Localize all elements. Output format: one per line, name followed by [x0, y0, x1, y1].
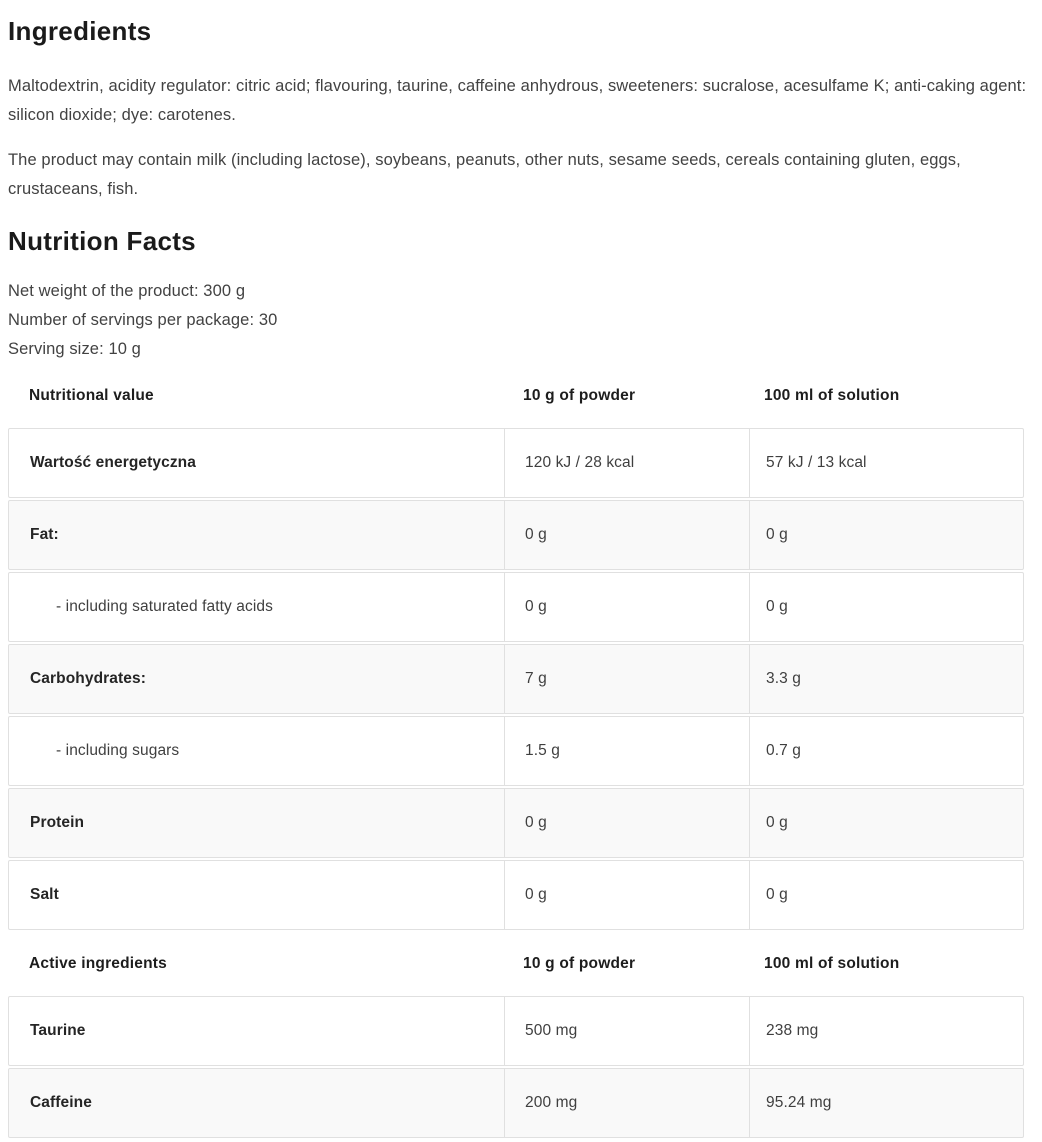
nutrition-table: Nutritional value 10 g of powder 100 ml of… [8, 364, 1034, 1138]
row-label: Caffeine [30, 1094, 92, 1111]
ingredients-composition-text: Maltodextrin, acidity regulator: citric … [8, 77, 1027, 124]
ingredients-heading: Ingredients [8, 16, 152, 46]
allergen-info-text: The product may contain milk (including … [8, 151, 961, 198]
table-header-cell: 10 g of powder [523, 387, 636, 404]
row-label: Protein [30, 814, 85, 831]
powder-value: 200 mg [504, 1069, 749, 1137]
row-label: - including saturated fatty acids [56, 598, 273, 615]
row-label: Carbohydrates: [30, 670, 146, 687]
powder-value: 0 g [504, 573, 749, 641]
table-header-row: Active ingredients 10 g of powder 100 ml o… [8, 932, 1024, 996]
powder-value: 500 mg [504, 997, 749, 1065]
solution-value: 57 kJ / 13 kcal [749, 429, 1023, 497]
table-row: Wartość energetyczna 120 kJ / 28 kcal 57 k… [8, 428, 1024, 498]
table-header-cell: Active ingredients [29, 955, 167, 972]
powder-value: 1.5 g [504, 717, 749, 785]
table-row: Carbohydrates: 7 g 3.3 g [8, 644, 1024, 714]
row-label: - including sugars [56, 742, 180, 759]
table-header-row: Nutritional value 10 g of powder 100 ml of… [8, 364, 1024, 428]
table-header-cell: 100 ml of solution [764, 387, 900, 404]
table-header-cell: Nutritional value [29, 387, 154, 404]
powder-value: 0 g [504, 861, 749, 929]
solution-value: 0 g [749, 501, 1023, 569]
row-label: Fat: [30, 526, 59, 543]
table-row: Taurine 500 mg 238 mg [8, 996, 1024, 1066]
powder-value: 0 g [504, 789, 749, 857]
solution-value: 0.7 g [749, 717, 1023, 785]
table-row: Caffeine 200 mg 95.24 mg [8, 1068, 1024, 1138]
powder-value: 0 g [504, 501, 749, 569]
net-weight-line: Net weight of the product: 300 g [8, 282, 246, 300]
solution-value: 3.3 g [749, 645, 1023, 713]
solution-value: 0 g [749, 789, 1023, 857]
powder-value: 120 kJ / 28 kcal [504, 429, 749, 497]
table-header-cell: 100 ml of solution [764, 955, 900, 972]
solution-value: 238 mg [749, 997, 1023, 1065]
serving-info-block: Net weight of the product: 300 g Number … [8, 277, 1034, 364]
powder-value: 7 g [504, 645, 749, 713]
table-row: - including sugars 1.5 g 0.7 g [8, 716, 1024, 786]
row-label: Wartość energetyczna [30, 454, 196, 471]
solution-value: 0 g [749, 861, 1023, 929]
table-header-cell: 10 g of powder [523, 955, 636, 972]
servings-per-package-line: Number of servings per package: 30 [8, 311, 278, 329]
row-label: Salt [30, 886, 59, 903]
solution-value: 95.24 mg [749, 1069, 1023, 1137]
nutrition-facts-heading: Nutrition Facts [8, 226, 196, 256]
serving-size-line: Serving size: 10 g [8, 340, 141, 358]
solution-value: 0 g [749, 573, 1023, 641]
row-label: Taurine [30, 1022, 86, 1039]
